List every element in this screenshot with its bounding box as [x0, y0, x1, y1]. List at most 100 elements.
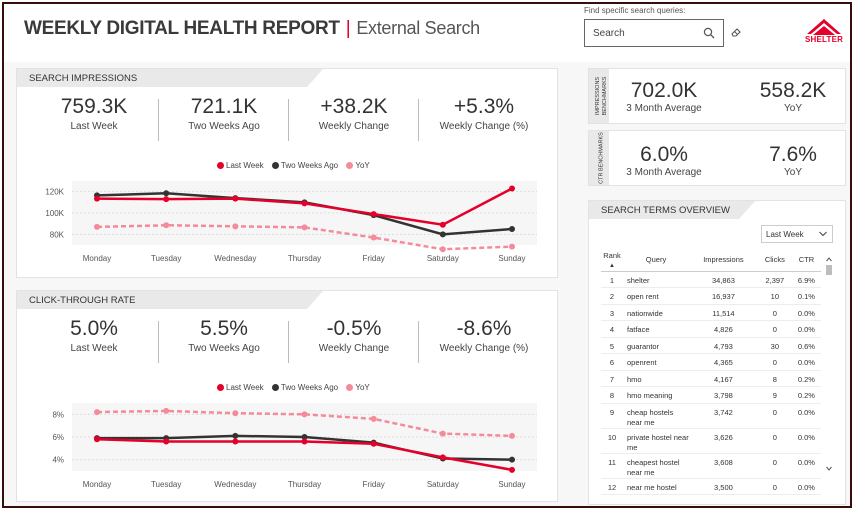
data-point-last-week[interactable] — [439, 221, 446, 228]
data-point-last-week[interactable] — [439, 454, 446, 461]
column-header-rank[interactable]: Rank ▲ — [601, 249, 623, 272]
y-tick-label: 80K — [50, 230, 65, 239]
query-cell: hmo meaning — [623, 386, 689, 404]
ctr-legend: Last Week Two Weeks Ago YoY — [217, 383, 370, 392]
legend-label: Two Weeks Ago — [280, 383, 339, 392]
table-row[interactable]: 5 guarantor 4,793 30 0.6% — [601, 337, 821, 354]
data-point-two-weeks-ago[interactable] — [163, 190, 170, 197]
data-point-last-week[interactable] — [509, 466, 515, 473]
table-row[interactable]: 3 nationwide 11,514 0 0.0% — [601, 304, 821, 321]
search-terms-panel: SEARCH TERMS OVERVIEW Last Week Rank ▲ Qu… — [588, 200, 846, 505]
table-row[interactable]: 6 openrent 4,365 0 0.0% — [601, 353, 821, 371]
table-row[interactable]: 11 cheapest hostel near me 3,608 0 0.0% — [601, 453, 821, 479]
table-row[interactable]: 7 hmo 4,167 8 0.2% — [601, 370, 821, 387]
data-point-last-week[interactable] — [94, 195, 100, 202]
data-point-yoy[interactable] — [232, 223, 239, 230]
impressions-kpis: 759.3K Last Week 721.1K Two Weeks Ago +38.… — [17, 95, 557, 145]
title-separator: | — [345, 18, 351, 39]
clicks-cell: 2,397 — [757, 271, 792, 288]
data-point-yoy[interactable] — [439, 246, 446, 253]
ctr-chart: 8% 6% 4% Monday Tuesday Wednesday Thursday Frid… — [52, 403, 537, 489]
scroll-thumb[interactable] — [826, 265, 832, 275]
column-header-ctr[interactable]: CTR — [791, 249, 821, 272]
benchmark-value: 6.0% — [640, 143, 688, 166]
data-point-yoy[interactable] — [509, 432, 515, 439]
data-point-yoy[interactable] — [163, 222, 170, 229]
clicks-cell: 0 — [757, 353, 792, 371]
benchmark-tab: CTR BENCHMARKS — [589, 131, 609, 185]
data-point-yoy[interactable] — [370, 415, 377, 422]
data-point-yoy[interactable] — [301, 224, 308, 231]
table-row[interactable]: 10 private hostel near me 3,626 0 0.0% — [601, 428, 821, 454]
benchmark-label: 3 Month Average — [626, 103, 702, 114]
data-point-two-weeks-ago[interactable] — [301, 434, 308, 440]
logo-text: SHELTER — [805, 35, 844, 44]
table-row[interactable]: 2 open rent 16,937 10 0.1% — [601, 287, 821, 305]
query-cell: guarantor — [623, 337, 689, 354]
benchmark-tab: IMPRESSIONS BENCHMARKS — [589, 69, 609, 123]
rank-cell: 5 — [601, 337, 623, 354]
data-point-yoy[interactable] — [509, 243, 515, 250]
column-header-impressions[interactable]: Impressions — [689, 249, 758, 272]
data-point-last-week[interactable] — [94, 436, 100, 443]
x-tick-label: Monday — [83, 480, 111, 489]
kpi-two-weeks-ago: 5.5% Two Weeks Ago — [159, 317, 289, 367]
search-hint: Find specific search queries: — [584, 6, 686, 15]
table-row[interactable]: 4 fatface 4,826 0 0.0% — [601, 320, 821, 338]
data-point-last-week[interactable] — [370, 211, 377, 218]
data-point-two-weeks-ago[interactable] — [509, 226, 515, 232]
data-point-last-week[interactable] — [509, 185, 515, 192]
ctr-cell: 0.2% — [791, 370, 821, 387]
kpi-label: Weekly Change (%) — [439, 121, 529, 132]
data-point-yoy[interactable] — [301, 411, 308, 418]
search-input[interactable]: Search — [584, 19, 724, 47]
kpi-weekly-change-pct: +5.3% Weekly Change (%) — [419, 95, 549, 145]
benchmark-value: 7.6% — [769, 143, 817, 166]
impressions-cell: 4,826 — [689, 320, 758, 338]
ctr-cell: 0.0% — [791, 320, 821, 338]
data-point-yoy[interactable] — [94, 223, 100, 230]
kpi-value: -8.6% — [456, 317, 512, 340]
data-point-yoy[interactable] — [232, 410, 239, 417]
search-icon[interactable] — [703, 27, 715, 39]
impressions-cell: 3,608 — [689, 453, 758, 479]
kpi-value: 759.3K — [60, 95, 128, 118]
data-point-last-week[interactable] — [163, 196, 170, 203]
rank-cell: 10 — [601, 428, 623, 454]
query-cell: fatface — [623, 320, 689, 338]
data-point-two-weeks-ago[interactable] — [232, 432, 239, 439]
impressions-panel: SEARCH IMPRESSIONS 759.3K Last Week 721.1… — [16, 68, 558, 278]
legend-dot-yoy — [346, 384, 354, 391]
data-point-last-week[interactable] — [370, 440, 377, 447]
kpi-value: +5.3% — [453, 95, 515, 118]
data-point-two-weeks-ago[interactable] — [509, 456, 515, 463]
scroll-up-icon[interactable] — [826, 257, 832, 262]
scroll-down-icon[interactable] — [826, 466, 832, 471]
table-row[interactable]: 9 cheap hostels near me 3,742 0 0.0% — [601, 403, 821, 429]
data-point-yoy[interactable] — [163, 407, 170, 414]
column-header-clicks[interactable]: Clicks — [757, 249, 792, 272]
data-point-two-weeks-ago[interactable] — [439, 231, 446, 238]
impressions-chart: 120K 100K 80K Monday Tuesday Wednesday Thursda… — [45, 181, 537, 263]
table-row[interactable]: 8 hmo meaning 3,798 9 0.2% — [601, 386, 821, 404]
table-scrollbar[interactable] — [825, 255, 833, 485]
data-point-last-week[interactable] — [301, 438, 308, 445]
kpi-label: Two Weeks Ago — [188, 343, 260, 354]
table-row[interactable]: 1 shelter 34,863 2,397 6.9% — [601, 271, 821, 288]
data-point-yoy[interactable] — [94, 409, 100, 416]
data-point-yoy[interactable] — [439, 430, 446, 437]
rank-cell: 11 — [601, 453, 623, 479]
legend-dot-two-weeks — [271, 384, 279, 391]
x-tick-label: Saturday — [427, 480, 459, 489]
column-header-query[interactable]: Query — [623, 249, 689, 272]
period-dropdown[interactable]: Last Week — [761, 225, 833, 243]
impressions-cell: 4,365 — [689, 353, 758, 371]
data-point-last-week[interactable] — [232, 195, 239, 202]
data-point-last-week[interactable] — [232, 438, 239, 445]
data-point-last-week[interactable] — [163, 438, 170, 445]
data-point-yoy[interactable] — [370, 234, 377, 241]
x-tick-label: Thursday — [288, 480, 321, 489]
table-row[interactable]: 12 near me hostel 3,500 0 0.0% — [601, 478, 821, 495]
data-point-last-week[interactable] — [301, 200, 308, 207]
eraser-icon[interactable] — [730, 26, 742, 38]
